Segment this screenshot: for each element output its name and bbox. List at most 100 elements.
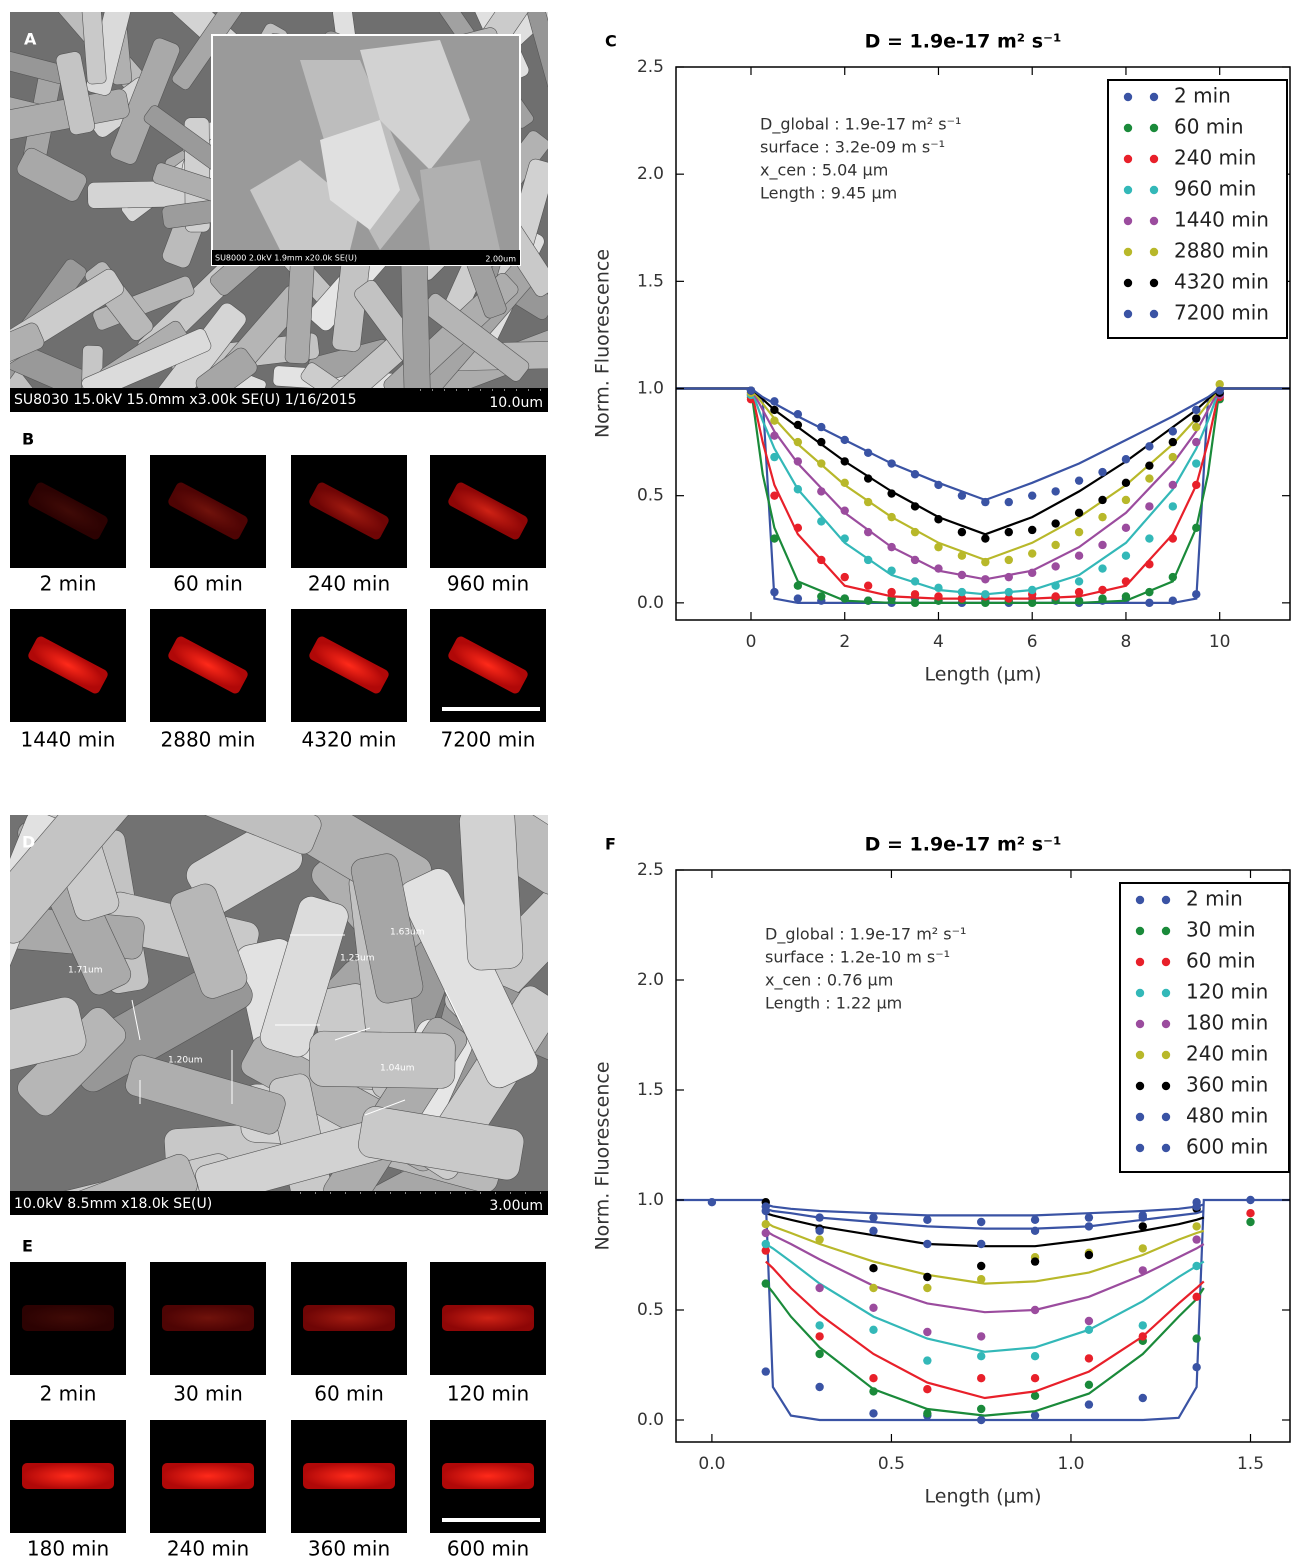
sem-rod: [16, 147, 87, 202]
data-point: [1051, 487, 1060, 496]
data-point: [887, 542, 896, 552]
fit-line: [765, 1243, 1205, 1353]
data-point: [934, 564, 943, 573]
fluorescent-rod: [303, 1305, 395, 1331]
sem-rod: [125, 1054, 286, 1135]
data-point: [1246, 1195, 1255, 1205]
data-point: [1121, 478, 1131, 488]
data-point: [1192, 523, 1201, 533]
data-point: [977, 1415, 986, 1425]
data-point: [910, 470, 920, 479]
data-point: [1074, 527, 1084, 537]
data-point: [817, 422, 826, 432]
fluorescent-rod: [22, 1305, 114, 1331]
data-point: [923, 1409, 932, 1418]
y-tick-label: 2.5: [637, 57, 664, 77]
data-point: [869, 1226, 878, 1236]
annotation: x_cen : 5.04 μm: [760, 161, 888, 181]
data-point: [1074, 476, 1084, 485]
data-point: [981, 557, 990, 567]
fluorescence-panel: 2 min 30 min 60 min 120 min 180 min 240 min 36…: [10, 1262, 546, 1561]
data-point: [934, 583, 943, 593]
data-point: [1028, 598, 1037, 608]
fluorescent-rod: [28, 482, 108, 540]
data-point: [1121, 455, 1131, 464]
data-point: [923, 1356, 932, 1365]
data-point: [863, 555, 873, 565]
sem-rod: [350, 853, 424, 1004]
data-point: [1138, 1332, 1147, 1341]
data-point: [863, 474, 873, 483]
sem-rod: [10, 322, 45, 370]
y-axis-label: Norm. Fluorescence: [592, 249, 614, 438]
data-point: [770, 397, 779, 406]
data-point: [977, 1404, 986, 1414]
sem-rods: [10, 815, 548, 1191]
time-label: 960 min: [447, 572, 529, 596]
time-label: 60 min: [314, 1382, 384, 1406]
data-point: [957, 570, 967, 580]
data-point: [815, 1321, 824, 1330]
data-point: [934, 515, 943, 524]
data-point: [1121, 523, 1131, 533]
data-point: [869, 1387, 878, 1396]
data-point: [910, 577, 920, 586]
y-tick-label: 2.5: [637, 860, 664, 880]
data-point: [977, 1332, 986, 1341]
time-label: 600 min: [447, 1537, 529, 1561]
fluorescent-rod: [448, 482, 528, 540]
time-label: 180 min: [27, 1537, 109, 1561]
data-point: [1192, 590, 1201, 599]
data-point: [1192, 1235, 1201, 1244]
data-point: [840, 594, 849, 603]
sem-rod: [400, 247, 431, 388]
inset-caption-bar: [212, 250, 520, 265]
legend-label: 2 min: [1186, 887, 1243, 911]
legend-marker: [1149, 216, 1159, 226]
chart-title: D = 1.9e-17 m² s⁻¹: [865, 31, 1062, 53]
legend-marker: [1161, 1019, 1171, 1029]
x-tick-label: 1.5: [1237, 1454, 1264, 1474]
y-tick-label: 2.0: [637, 970, 664, 990]
fit-line: [765, 1212, 1205, 1248]
data-point: [1084, 1316, 1094, 1326]
measurement: 1.20um: [168, 1056, 203, 1066]
data-point: [869, 1213, 878, 1222]
data-point: [1051, 592, 1060, 601]
axes-frame: [675, 66, 1291, 621]
sem-rod: [524, 12, 548, 90]
data-point: [1030, 1305, 1040, 1315]
data-point: [1084, 1222, 1094, 1231]
legend-marker: [1161, 1081, 1171, 1091]
data-point: [1192, 1292, 1201, 1302]
fit-line: [676, 387, 1290, 536]
data-point: [910, 527, 920, 537]
fit-line: [765, 1203, 1205, 1217]
annotation: D_global : 1.9e-17 m² s⁻¹: [760, 115, 961, 135]
annotation: surface : 3.2e-09 m s⁻¹: [760, 138, 945, 157]
time-label: 120 min: [447, 1382, 529, 1406]
data-point: [815, 1235, 824, 1244]
measurement: 1.71um: [68, 966, 103, 976]
data-point: [761, 1220, 770, 1229]
data-point: [923, 1385, 932, 1394]
data-point: [957, 551, 967, 560]
sem-rod: [22, 1154, 198, 1191]
data-point: [761, 1367, 770, 1376]
data-point: [761, 1206, 770, 1216]
data-point: [1084, 1354, 1094, 1363]
annotation: D_global : 1.9e-17 m² s⁻¹: [765, 925, 966, 945]
sem-caption: SU8030 15.0kV 15.0mm x3.00k SE(U) 1/16/2…: [14, 392, 357, 408]
data-point: [1098, 467, 1107, 477]
data-point: [1098, 512, 1107, 522]
inset-scale: 2.00um: [485, 255, 516, 264]
data-point: [1138, 1211, 1147, 1220]
data-point: [981, 497, 990, 507]
y-tick-label: 0.5: [637, 486, 664, 506]
y-tick-label: 0.0: [637, 1410, 664, 1430]
sem-rod: [10, 341, 136, 388]
measurements: 1.71um 1.23um 1.63um 1.20um 1.04um: [68, 928, 425, 1074]
data-point: [840, 534, 849, 543]
data-point: [1051, 581, 1060, 590]
data-point: [1192, 1334, 1201, 1343]
